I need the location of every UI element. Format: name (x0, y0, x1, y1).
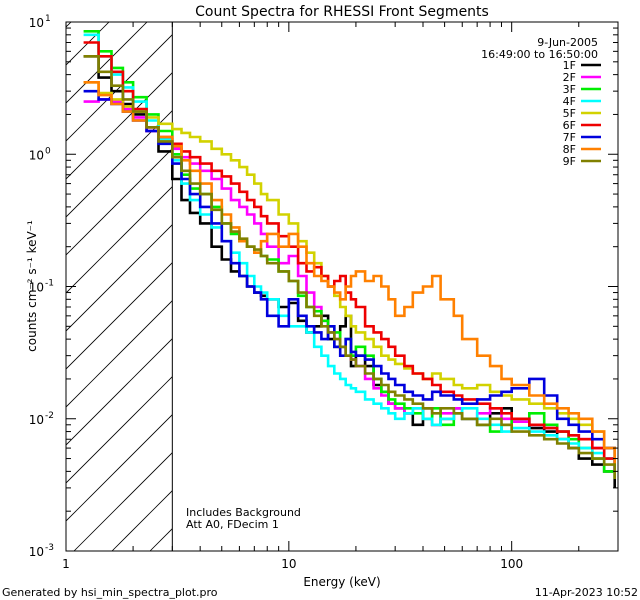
series-line-9F (83, 55, 616, 479)
legend-label: 8F (563, 143, 576, 156)
y-tick-label: 10 (29, 281, 44, 295)
y-tick-exponent: 0 (45, 146, 51, 156)
legend-label: 2F (563, 71, 576, 84)
date-label: 9-Jun-2005 (537, 36, 598, 49)
legend-label: 7F (563, 131, 576, 144)
legend-label: 9F (563, 155, 576, 168)
annotation-attenuator: Att A0, FDecim 1 (186, 518, 279, 531)
y-tick-label: 10 (29, 545, 44, 559)
y-tick-label: 10 (29, 413, 44, 427)
y-tick-exponent: -3 (45, 543, 54, 553)
x-tick-label: 100 (500, 557, 523, 571)
x-tick-labels: 1 10 100 (62, 557, 523, 571)
chart-title: Count Spectra for RHESSI Front Segments (195, 4, 489, 20)
x-axis-label: Energy (keV) (303, 575, 380, 589)
series-line-6F (83, 41, 616, 472)
legend-label: 3F (563, 83, 576, 96)
hatch-line (66, 186, 173, 294)
y-tick-exponent: -2 (45, 411, 54, 421)
y-tick-exponent: 1 (45, 14, 51, 24)
y-axis-label: counts cm⁻² s⁻¹ keV⁻¹ (25, 220, 39, 352)
excluded-energy-hatch (66, 22, 173, 551)
hatch-line (66, 338, 173, 446)
hatch-line (66, 376, 173, 484)
series-line-4F (83, 33, 616, 472)
footer-right: 11-Apr-2023 10:52 (535, 586, 638, 599)
series-line-3F (83, 30, 616, 479)
series-line-7F (83, 89, 616, 472)
legend-label: 6F (563, 119, 576, 132)
hatch-line (66, 72, 173, 180)
legend-label: 1F (563, 59, 576, 72)
hatch-line (66, 224, 173, 332)
x-tick-label: 1 (62, 557, 70, 571)
series-group (83, 30, 616, 488)
legend-label: 4F (563, 95, 576, 108)
hatch-line (66, 414, 173, 522)
y-tick-label: 10 (29, 16, 44, 30)
footer-left: Generated by hsi_min_spectra_plot.pro (2, 586, 218, 599)
axis-ticks (65, 22, 619, 552)
x-tick-label: 10 (281, 557, 296, 571)
hatch-line (66, 262, 173, 370)
y-tick-label: 10 (29, 148, 44, 162)
y-tick-exponent: -1 (45, 279, 54, 289)
annotation-background: Includes Background (186, 506, 301, 519)
hatch-line (66, 148, 173, 256)
time-range-label: 16:49:00 to 16:50:00 (481, 48, 598, 61)
legend-label: 5F (563, 107, 576, 120)
